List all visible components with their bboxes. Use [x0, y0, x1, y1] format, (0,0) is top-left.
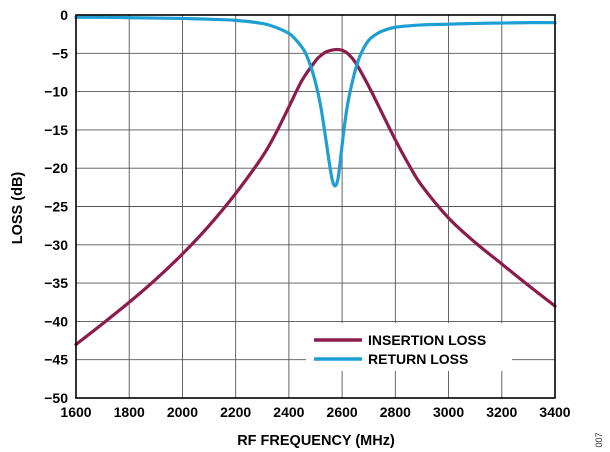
x-tick-label-2800: 2800: [380, 404, 411, 420]
legend: INSERTION LOSS RETURN LOSS: [306, 323, 512, 371]
y-tick-label-neg40: −40: [44, 313, 68, 329]
tick-labels: 1600 1800 2000 2200 2400 2600 2800 3000 3200 3400…: [44, 7, 571, 420]
y-tick-label-neg20: −20: [44, 160, 68, 176]
x-tick-label-2200: 2200: [220, 404, 251, 420]
y-tick-label-neg30: −30: [44, 237, 68, 253]
y-tick-label-neg35: −35: [44, 275, 68, 291]
legend-background: [306, 323, 512, 371]
plot-area-frame: [75, 14, 556, 399]
y-tick-label-neg45: −45: [44, 352, 68, 368]
y-tick-label-0: 0: [60, 7, 68, 23]
y-tick-label-neg15: −15: [44, 122, 68, 138]
x-tick-label-2000: 2000: [167, 404, 198, 420]
x-tick-label-3000: 3000: [433, 404, 464, 420]
y-axis-label: LOSS (dB): [10, 172, 26, 245]
x-tick-label-3400: 3400: [539, 404, 570, 420]
return-loss-line: [74, 15, 557, 188]
x-axis-label: RF FREQUENCY (MHz): [237, 433, 395, 449]
x-tick-label-2600: 2600: [327, 404, 358, 420]
x-tick-label-2400: 2400: [273, 404, 304, 420]
legend-label-insertion-loss: INSERTION LOSS: [368, 332, 486, 348]
y-tick-label-neg25: −25: [44, 199, 68, 215]
insertion-loss-line: [74, 47, 557, 346]
series-lines: [74, 15, 557, 346]
x-tick-label-3200: 3200: [486, 404, 517, 420]
y-tick-label-neg50: −50: [44, 390, 68, 406]
y-tick-label-neg10: −10: [44, 84, 68, 100]
x-tick-label-1800: 1800: [114, 404, 145, 420]
x-tick-label-1600: 1600: [60, 404, 91, 420]
figure-id: 007: [594, 432, 604, 447]
y-tick-label-neg5: −5: [52, 45, 68, 61]
legend-label-return-loss: RETURN LOSS: [368, 351, 468, 367]
